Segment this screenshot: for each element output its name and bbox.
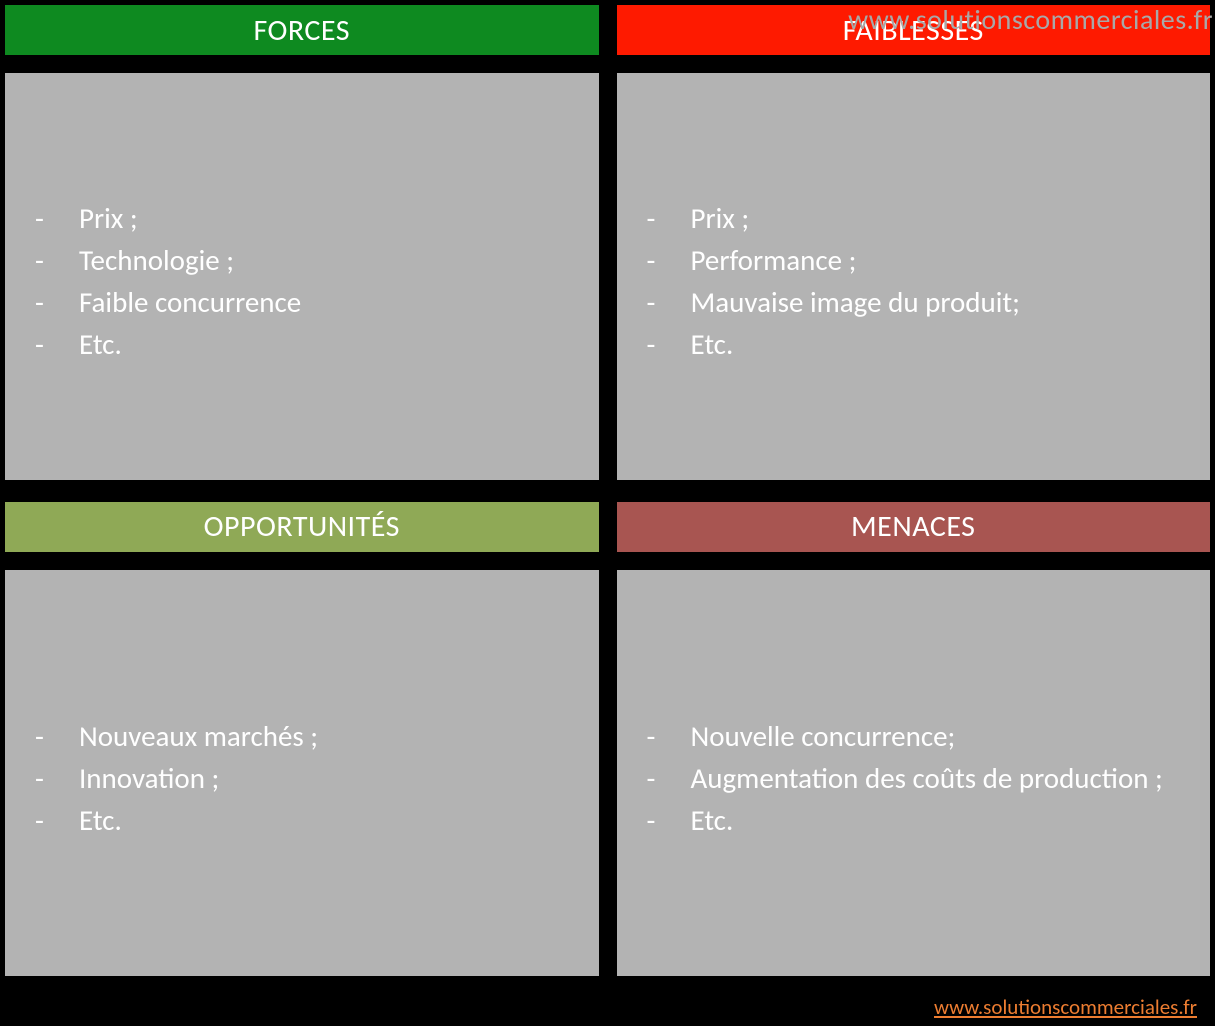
list-item: -Mauvaise image du produit; <box>645 281 1191 323</box>
bullet-dash: - <box>645 799 691 841</box>
list-item: -Etc. <box>33 799 579 841</box>
bullet-dash: - <box>645 197 691 239</box>
header-forces: FORCES <box>3 3 601 57</box>
bullet-dash: - <box>33 799 79 841</box>
list-item: -Prix ; <box>645 197 1191 239</box>
list-forces: -Prix ;-Technologie ;-Faible concurrence… <box>33 197 579 365</box>
list-item: -Nouveaux marchés ; <box>33 715 579 757</box>
list-item-text: Performance ; <box>691 239 1191 281</box>
quadrant-faiblesses: FAIBLESSES -Prix ;-Performance ;-Mauvais… <box>615 3 1213 482</box>
list-faiblesses: -Prix ;-Performance ;-Mauvaise image du … <box>645 197 1191 365</box>
swot-grid: FORCES -Prix ;-Technologie ;-Faible conc… <box>0 0 1215 978</box>
list-item: -Technologie ; <box>33 239 579 281</box>
list-item-text: Technologie ; <box>79 239 579 281</box>
list-item-text: Prix ; <box>79 197 579 239</box>
list-item: -Etc. <box>645 799 1191 841</box>
list-item-text: Nouveaux marchés ; <box>79 715 579 757</box>
list-item: -Performance ; <box>645 239 1191 281</box>
list-item: -Augmentation des coûts de production ; <box>645 757 1191 799</box>
list-item: -Etc. <box>33 323 579 365</box>
bullet-dash: - <box>645 239 691 281</box>
list-item-text: Etc. <box>691 799 1191 841</box>
bullet-dash: - <box>33 757 79 799</box>
bullet-dash: - <box>33 281 79 323</box>
bullet-dash: - <box>33 715 79 757</box>
header-opportunites: OPPORTUNITÉS <box>3 500 601 554</box>
list-item-text: Etc. <box>691 323 1191 365</box>
bullet-dash: - <box>33 239 79 281</box>
bullet-dash: - <box>33 197 79 239</box>
footer-link[interactable]: www.solutionscommerciales.fr <box>934 994 1197 1020</box>
bullet-dash: - <box>645 281 691 323</box>
quadrant-menaces: MENACES -Nouvelle concurrence;-Augmentat… <box>615 500 1213 979</box>
quadrant-forces: FORCES -Prix ;-Technologie ;-Faible conc… <box>3 3 601 482</box>
bullet-dash: - <box>645 757 691 799</box>
list-item-text: Mauvaise image du produit; <box>691 281 1191 323</box>
quadrant-opportunites: OPPORTUNITÉS -Nouveaux marchés ;-Innovat… <box>3 500 601 979</box>
list-item-text: Prix ; <box>691 197 1191 239</box>
list-item-text: Faible concurrence <box>79 281 579 323</box>
list-menaces: -Nouvelle concurrence;-Augmentation des … <box>645 715 1191 841</box>
list-item-text: Augmentation des coûts de production ; <box>691 757 1191 799</box>
list-item-text: Etc. <box>79 799 579 841</box>
list-item: -Faible concurrence <box>33 281 579 323</box>
list-item: -Prix ; <box>33 197 579 239</box>
list-item: -Etc. <box>645 323 1191 365</box>
list-item-text: Nouvelle concurrence; <box>691 715 1191 757</box>
body-forces: -Prix ;-Technologie ;-Faible concurrence… <box>3 71 601 482</box>
list-item-text: Etc. <box>79 323 579 365</box>
watermark-top: www.solutionscommerciales.fr <box>848 2 1213 37</box>
body-opportunites: -Nouveaux marchés ;-Innovation ;-Etc. <box>3 568 601 979</box>
list-item: -Nouvelle concurrence; <box>645 715 1191 757</box>
body-menaces: -Nouvelle concurrence;-Augmentation des … <box>615 568 1213 979</box>
list-item: -Innovation ; <box>33 757 579 799</box>
bullet-dash: - <box>645 715 691 757</box>
body-faiblesses: -Prix ;-Performance ;-Mauvaise image du … <box>615 71 1213 482</box>
bullet-dash: - <box>645 323 691 365</box>
list-item-text: Innovation ; <box>79 757 579 799</box>
list-opportunites: -Nouveaux marchés ;-Innovation ;-Etc. <box>33 715 579 841</box>
header-menaces: MENACES <box>615 500 1213 554</box>
bullet-dash: - <box>33 323 79 365</box>
